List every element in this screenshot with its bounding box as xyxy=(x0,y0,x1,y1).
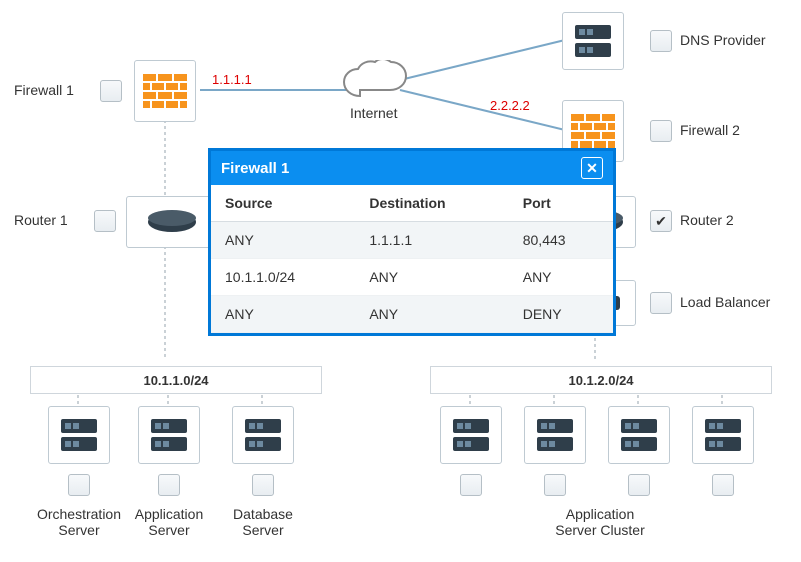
cluster-cb-3[interactable] xyxy=(628,474,650,496)
db-server-node[interactable] xyxy=(232,406,294,464)
dns-checkbox[interactable] xyxy=(650,30,672,52)
table-row: ANY 1.1.1.1 80,443 xyxy=(211,222,613,259)
col-dest: Destination xyxy=(355,185,508,222)
table-row: ANY ANY DENY xyxy=(211,296,613,333)
popup-close-button[interactable]: ✕ xyxy=(581,157,603,179)
router2-label: Router 2 xyxy=(680,212,734,228)
firewall1-checkbox[interactable] xyxy=(100,80,122,102)
cluster-node-3[interactable] xyxy=(608,406,670,464)
app-server-node[interactable] xyxy=(138,406,200,464)
col-port: Port xyxy=(509,185,613,222)
subnet2-bar: 10.1.2.0/24 xyxy=(430,366,772,394)
db-l2: Server xyxy=(218,522,308,538)
internet-label: Internet xyxy=(350,105,397,121)
cluster-cb-2[interactable] xyxy=(544,474,566,496)
router1-checkbox[interactable] xyxy=(94,210,116,232)
firewall1-label: Firewall 1 xyxy=(14,82,74,98)
dns-node[interactable] xyxy=(562,12,624,70)
orch-l2: Server xyxy=(34,522,124,538)
app-l2: Server xyxy=(124,522,214,538)
cluster-node-4[interactable] xyxy=(692,406,754,464)
popup-title: Firewall 1 xyxy=(221,160,289,177)
table-row: 10.1.1.0/24 ANY ANY xyxy=(211,259,613,296)
orch-l1: Orchestration xyxy=(34,506,124,522)
diagram-stage: Internet Firewall 1 1.1.1.1 DNS Provider xyxy=(0,0,801,562)
cluster-cb-1[interactable] xyxy=(460,474,482,496)
app-checkbox[interactable] xyxy=(158,474,180,496)
firewall-rules-table: Source Destination Port ANY 1.1.1.1 80,4… xyxy=(211,185,613,333)
firewall1-node[interactable] xyxy=(134,60,196,122)
orch-server-node[interactable] xyxy=(48,406,110,464)
ip1-label: 1.1.1.1 xyxy=(212,72,252,87)
cluster-cb-4[interactable] xyxy=(712,474,734,496)
cluster-l1: Application xyxy=(520,506,680,522)
app-l1: Application xyxy=(124,506,214,522)
dns-label: DNS Provider xyxy=(680,32,766,48)
firewall2-checkbox[interactable] xyxy=(650,120,672,142)
db-checkbox[interactable] xyxy=(252,474,274,496)
cluster-node-2[interactable] xyxy=(524,406,586,464)
router2-checkbox[interactable] xyxy=(650,210,672,232)
ip2-label: 2.2.2.2 xyxy=(490,98,530,113)
cluster-node-1[interactable] xyxy=(440,406,502,464)
firewall2-label: Firewall 2 xyxy=(680,122,740,138)
db-l1: Database xyxy=(218,506,308,522)
loadbalancer-checkbox[interactable] xyxy=(650,292,672,314)
router1-label: Router 1 xyxy=(14,212,68,228)
subnet1-bar: 10.1.1.0/24 xyxy=(30,366,322,394)
firewall1-popup: Firewall 1 ✕ Source Destination Port ANY… xyxy=(208,148,616,336)
cluster-l2: Server Cluster xyxy=(520,522,680,538)
loadbalancer-label: Load Balancer xyxy=(680,294,770,310)
orch-checkbox[interactable] xyxy=(68,474,90,496)
col-source: Source xyxy=(211,185,355,222)
popup-titlebar: Firewall 1 ✕ xyxy=(211,151,613,185)
router1-node[interactable] xyxy=(126,196,218,248)
